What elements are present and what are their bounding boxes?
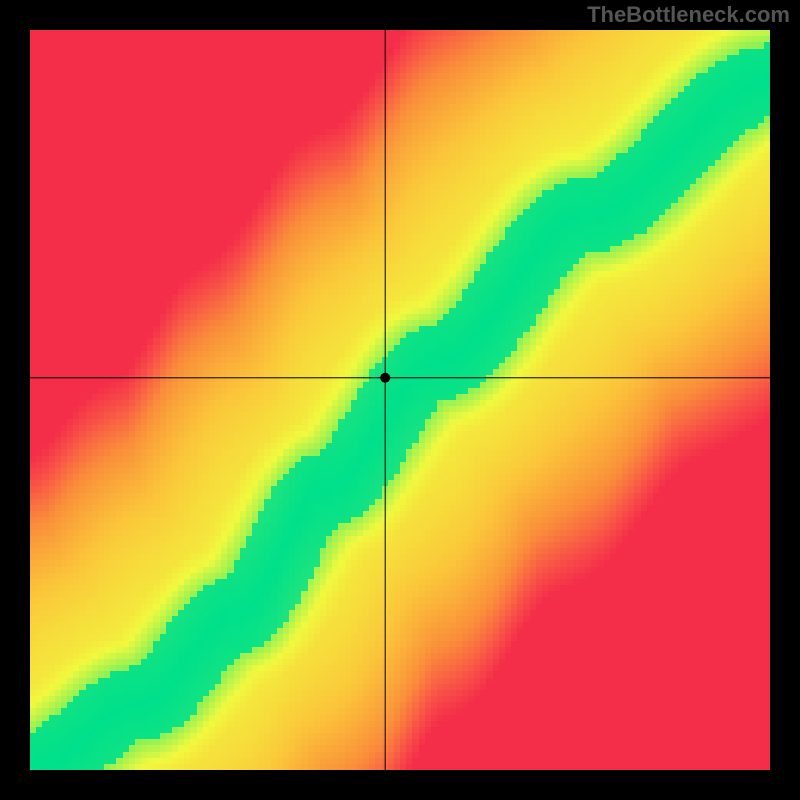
chart-container: TheBottleneck.com	[0, 0, 800, 800]
bottleneck-heatmap	[0, 0, 800, 800]
attribution-text: TheBottleneck.com	[587, 2, 790, 28]
